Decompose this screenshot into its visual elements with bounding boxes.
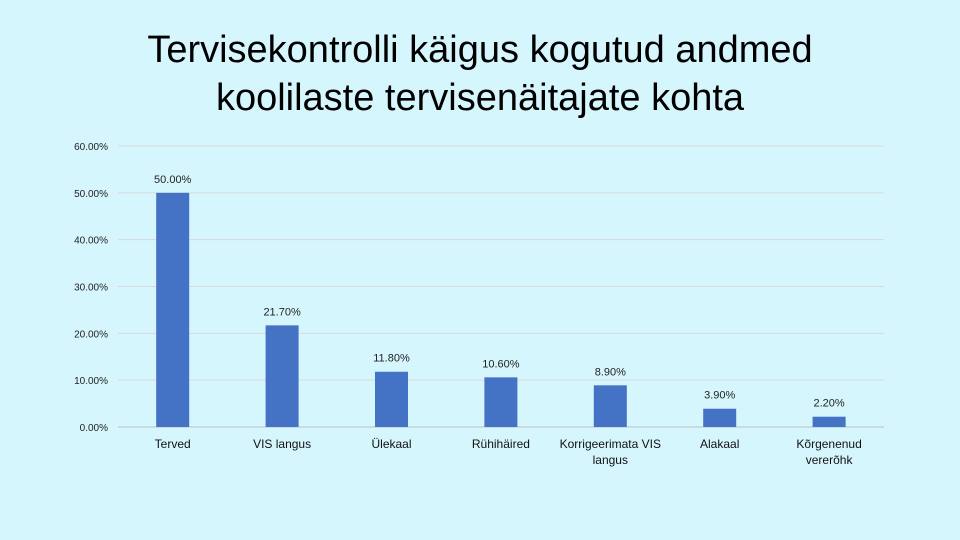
y-tick-label: 40.00%: [74, 236, 108, 247]
y-tick-label: 50.00%: [74, 189, 108, 200]
slide-title-line-1: Tervisekontrolli käigus kogutud andmed: [147, 29, 813, 71]
category-label: Ülekaal: [371, 437, 411, 451]
category-label: Alakaal: [700, 437, 739, 451]
bar: [265, 325, 299, 427]
bar: [484, 377, 518, 427]
slide-title-line-2: koolilaste tervisenäitajate kohta: [215, 77, 745, 119]
category-label: vererõhk: [806, 453, 854, 467]
category-label: Rühihäired: [472, 437, 530, 451]
category-label: langus: [593, 453, 628, 467]
data-label: 21.70%: [263, 306, 301, 318]
category-label: VIS langus: [253, 437, 311, 451]
data-label: 50.00%: [154, 174, 192, 186]
category-label: Korrigeerimata VIS: [560, 437, 661, 451]
data-label: 3.90%: [704, 390, 735, 402]
category-label: Terved: [155, 437, 191, 451]
y-tick-label: 30.00%: [74, 283, 108, 294]
y-tick-label: 10.00%: [74, 376, 108, 387]
y-tick-label: 0.00%: [80, 423, 108, 434]
y-tick-label: 20.00%: [74, 329, 108, 340]
data-label: 10.60%: [482, 358, 520, 370]
data-label: 11.80%: [373, 353, 410, 365]
bar: [593, 385, 627, 427]
category-label: Kõrgenenud: [796, 437, 861, 451]
bar: [812, 416, 846, 427]
data-label: 2.20%: [813, 398, 844, 410]
slide-title: Tervisekontrolli käigus kogutud andmed k…: [0, 26, 960, 122]
bar: [703, 408, 737, 427]
bar: [156, 192, 190, 427]
data-label: 8.90%: [595, 366, 626, 378]
y-tick-label: 60.00%: [74, 142, 108, 153]
bar: [375, 371, 408, 427]
